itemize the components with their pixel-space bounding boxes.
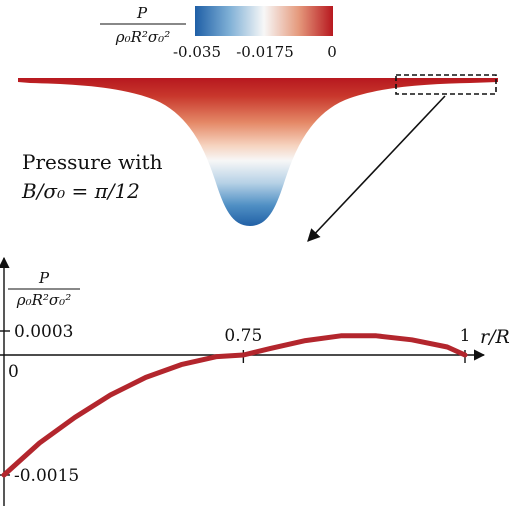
colorbar-tick-label: -0.035 — [173, 43, 221, 61]
y-axis-label-numerator: P — [38, 269, 50, 287]
zoom-arrow — [307, 95, 446, 242]
x-axis-label: r/R — [480, 326, 510, 348]
annotation-text: Pressure with B/σ₀ = π/12 — [22, 148, 222, 206]
colorbar-gradient — [195, 6, 333, 36]
pressure-field-heatmap — [18, 78, 498, 226]
annotation-line-1: Pressure with — [22, 150, 163, 174]
y-tick-label: 0.0003 — [14, 322, 73, 342]
colorbar-tick-label: 0 — [327, 43, 337, 61]
y-axis-label-denominator: ρ₀R²σ₀² — [16, 291, 71, 309]
pressure-curve — [1, 333, 468, 478]
y-tick-label: -0.0015 — [14, 466, 79, 486]
colorbar-tick-label: -0.0175 — [236, 43, 294, 61]
colorbar: P ρ₀R²σ₀² -0.035 -0.0175 0 — [100, 4, 337, 61]
colorbar-label-numerator: P — [136, 4, 148, 22]
annotation-line-2: B/σ₀ = π/12 — [22, 179, 140, 203]
x-tick-label: 0.75 — [224, 326, 262, 346]
line-chart: r/R P ρ₀R²σ₀² 0 0.75 1 0.0003 -0.0015 — [0, 256, 510, 506]
zoom-region-box — [395, 74, 497, 95]
origin-label: 0 — [8, 362, 19, 382]
colorbar-label-denominator: ρ₀R²σ₀² — [115, 28, 170, 46]
pressure-field-shape — [18, 78, 498, 226]
x-tick-label: 1 — [460, 326, 471, 346]
y-ticks: 0.0003 -0.0015 — [0, 322, 79, 486]
